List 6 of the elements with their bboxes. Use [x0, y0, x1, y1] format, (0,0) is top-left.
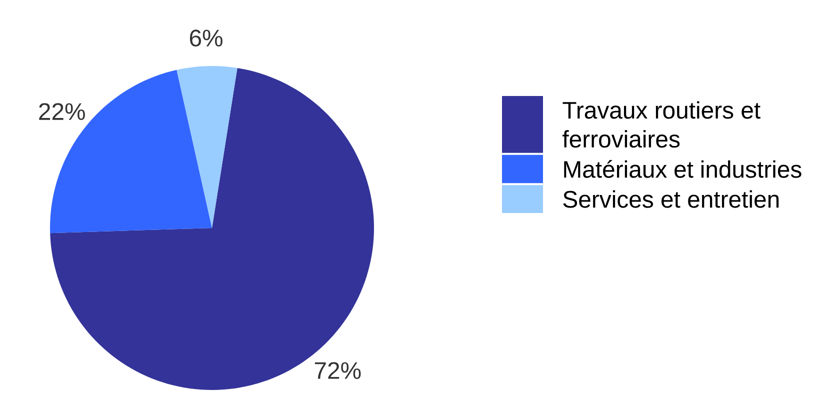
- legend-label: Travaux routiers et ferroviaires: [562, 101, 760, 148]
- data-label: 22%: [39, 103, 85, 120]
- data-label: 6%: [190, 30, 222, 47]
- legend-label: Services et entretien: [563, 190, 779, 208]
- data-label: 72%: [314, 362, 361, 379]
- legend-label: Matériaux et industries: [564, 160, 802, 178]
